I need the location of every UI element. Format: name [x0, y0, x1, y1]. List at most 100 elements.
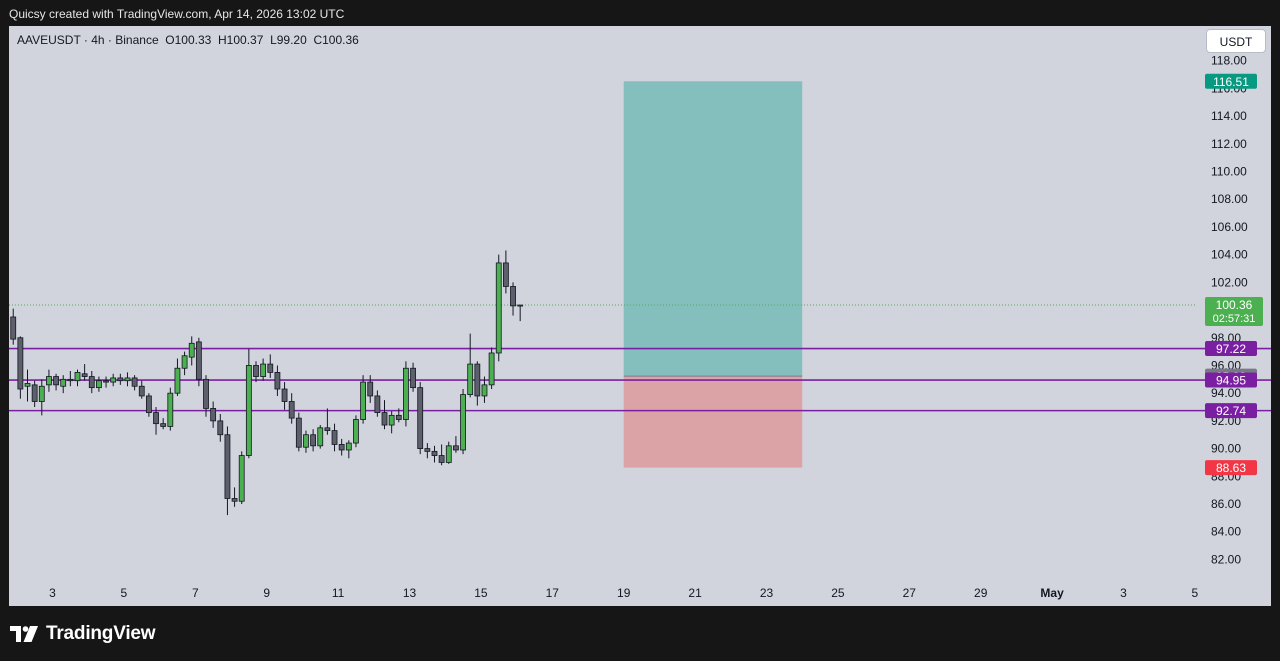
x-tick-label: 17 [546, 586, 560, 600]
candle-up [260, 363, 267, 377]
candle-up [60, 378, 67, 387]
candle-down [367, 381, 374, 397]
x-tick-label: 3 [1120, 586, 1127, 600]
ohlc-low: L99.20 [270, 33, 307, 47]
y-tick-label: 104.00 [1211, 248, 1248, 262]
candle-up [481, 384, 488, 397]
x-tick-label: 15 [474, 586, 488, 600]
candle-up [96, 380, 102, 389]
candle-down [231, 498, 238, 502]
candle-down [224, 434, 231, 499]
level-price-badge-bg [1205, 341, 1257, 357]
x-tick-label: May [1040, 586, 1064, 600]
candle-down [310, 434, 317, 447]
candle-down [424, 448, 431, 452]
candle-up [74, 371, 81, 382]
y-tick-label: 84.00 [1211, 525, 1241, 539]
candle-up [360, 381, 366, 420]
symbol-label: AAVEUSDT · 4h · Binance [17, 33, 159, 47]
chart-area[interactable]: 82.00 84.00 86.00 88.00 90.00 92.00 94.00 96.00… [9, 26, 1271, 606]
y-tick-label: 118.00 [1211, 54, 1247, 68]
y-tick-label: 102.00 [1211, 275, 1248, 289]
candle-up [467, 363, 474, 395]
candle-up [495, 262, 502, 354]
chart-svg[interactable]: 82.0084.0086.0088.0090.0092.0094.0096.00… [9, 26, 1271, 606]
candle-down [324, 427, 331, 431]
credit-text: Quicsy created with TradingView.com, Apr… [9, 7, 345, 21]
target-zone [623, 81, 803, 377]
candle-down [338, 444, 345, 451]
stop-price-badge-bg [1205, 460, 1257, 476]
candle-down [10, 316, 17, 340]
level-price-badge-bg [1205, 372, 1257, 388]
candle-down [374, 395, 381, 413]
target-price-badge: 116.51 [1213, 75, 1249, 89]
candle-up [345, 442, 352, 451]
candle-up [317, 427, 324, 447]
ohlc-open: O100.33 [165, 33, 212, 47]
tradingview-brand: TradingView [10, 622, 156, 646]
ohlc-close: C100.36 [313, 33, 359, 47]
candle-up [488, 352, 495, 386]
candle-up [403, 367, 409, 420]
countdown-label: 02:57:31 [1213, 313, 1256, 325]
candle-down [331, 430, 338, 445]
level-price-badge: 92.74 [1216, 404, 1246, 418]
candle-down [145, 395, 152, 413]
candle-down [53, 376, 59, 386]
candle-down [417, 387, 424, 449]
y-tick-label: 114.00 [1211, 109, 1247, 123]
x-tick-label: 7 [192, 586, 199, 600]
candle-up [245, 365, 252, 456]
candle-up [46, 376, 52, 386]
y-tick-label: 112.00 [1211, 137, 1247, 151]
y-tick-label: 82.00 [1211, 552, 1241, 566]
candle-down [67, 378, 74, 382]
candle-up [110, 377, 117, 383]
candle-down [103, 380, 109, 383]
level-price-badge: 97.22 [1216, 342, 1246, 356]
candle-down [281, 388, 288, 402]
candle-up [24, 383, 31, 387]
candle-down [203, 378, 209, 409]
candle-down [210, 408, 217, 422]
candle-down [410, 367, 416, 389]
x-tick-label: 19 [617, 586, 631, 600]
candle-down [195, 341, 202, 380]
target-price-badge-bg [1205, 73, 1257, 89]
candle-down [274, 371, 281, 390]
candle-down [160, 423, 167, 427]
tradingview-logo-icon [10, 626, 38, 642]
candle-down [17, 337, 24, 390]
level-price-badge-bg [1205, 403, 1257, 419]
top-credit-bar: Quicsy created with TradingView.com, Apr… [0, 0, 1280, 26]
currency-button[interactable]: USDT [1206, 29, 1266, 53]
candle-down [431, 450, 438, 456]
candle-up [460, 394, 466, 451]
candle-up [517, 304, 524, 307]
candle-down [502, 262, 509, 287]
candle-down [131, 377, 138, 387]
x-tick-label: 29 [974, 586, 988, 600]
candle-down [381, 412, 388, 426]
symbol-info-line: AAVEUSDT · 4h · Binance O100.33 H100.37 … [17, 33, 359, 47]
candle-up [174, 367, 181, 394]
x-tick-label: 9 [263, 586, 270, 600]
candle-up [238, 455, 245, 502]
x-tick-label: 27 [903, 586, 917, 600]
candle-down [267, 363, 274, 373]
x-tick-label: 5 [121, 586, 128, 600]
candle-up [188, 342, 195, 358]
candle-up [38, 385, 45, 402]
x-tick-label: 5 [1192, 586, 1199, 600]
candle-down [295, 417, 302, 448]
candle-down [138, 385, 145, 397]
candle-down [474, 363, 481, 397]
x-tick-label: 11 [332, 586, 345, 600]
candle-down [438, 455, 445, 463]
y-tick-label: 108.00 [1211, 192, 1248, 206]
stop-zone [623, 376, 803, 468]
candle-up [303, 434, 309, 448]
x-tick-label: 3 [49, 586, 56, 600]
y-tick-label: 86.00 [1211, 497, 1241, 511]
